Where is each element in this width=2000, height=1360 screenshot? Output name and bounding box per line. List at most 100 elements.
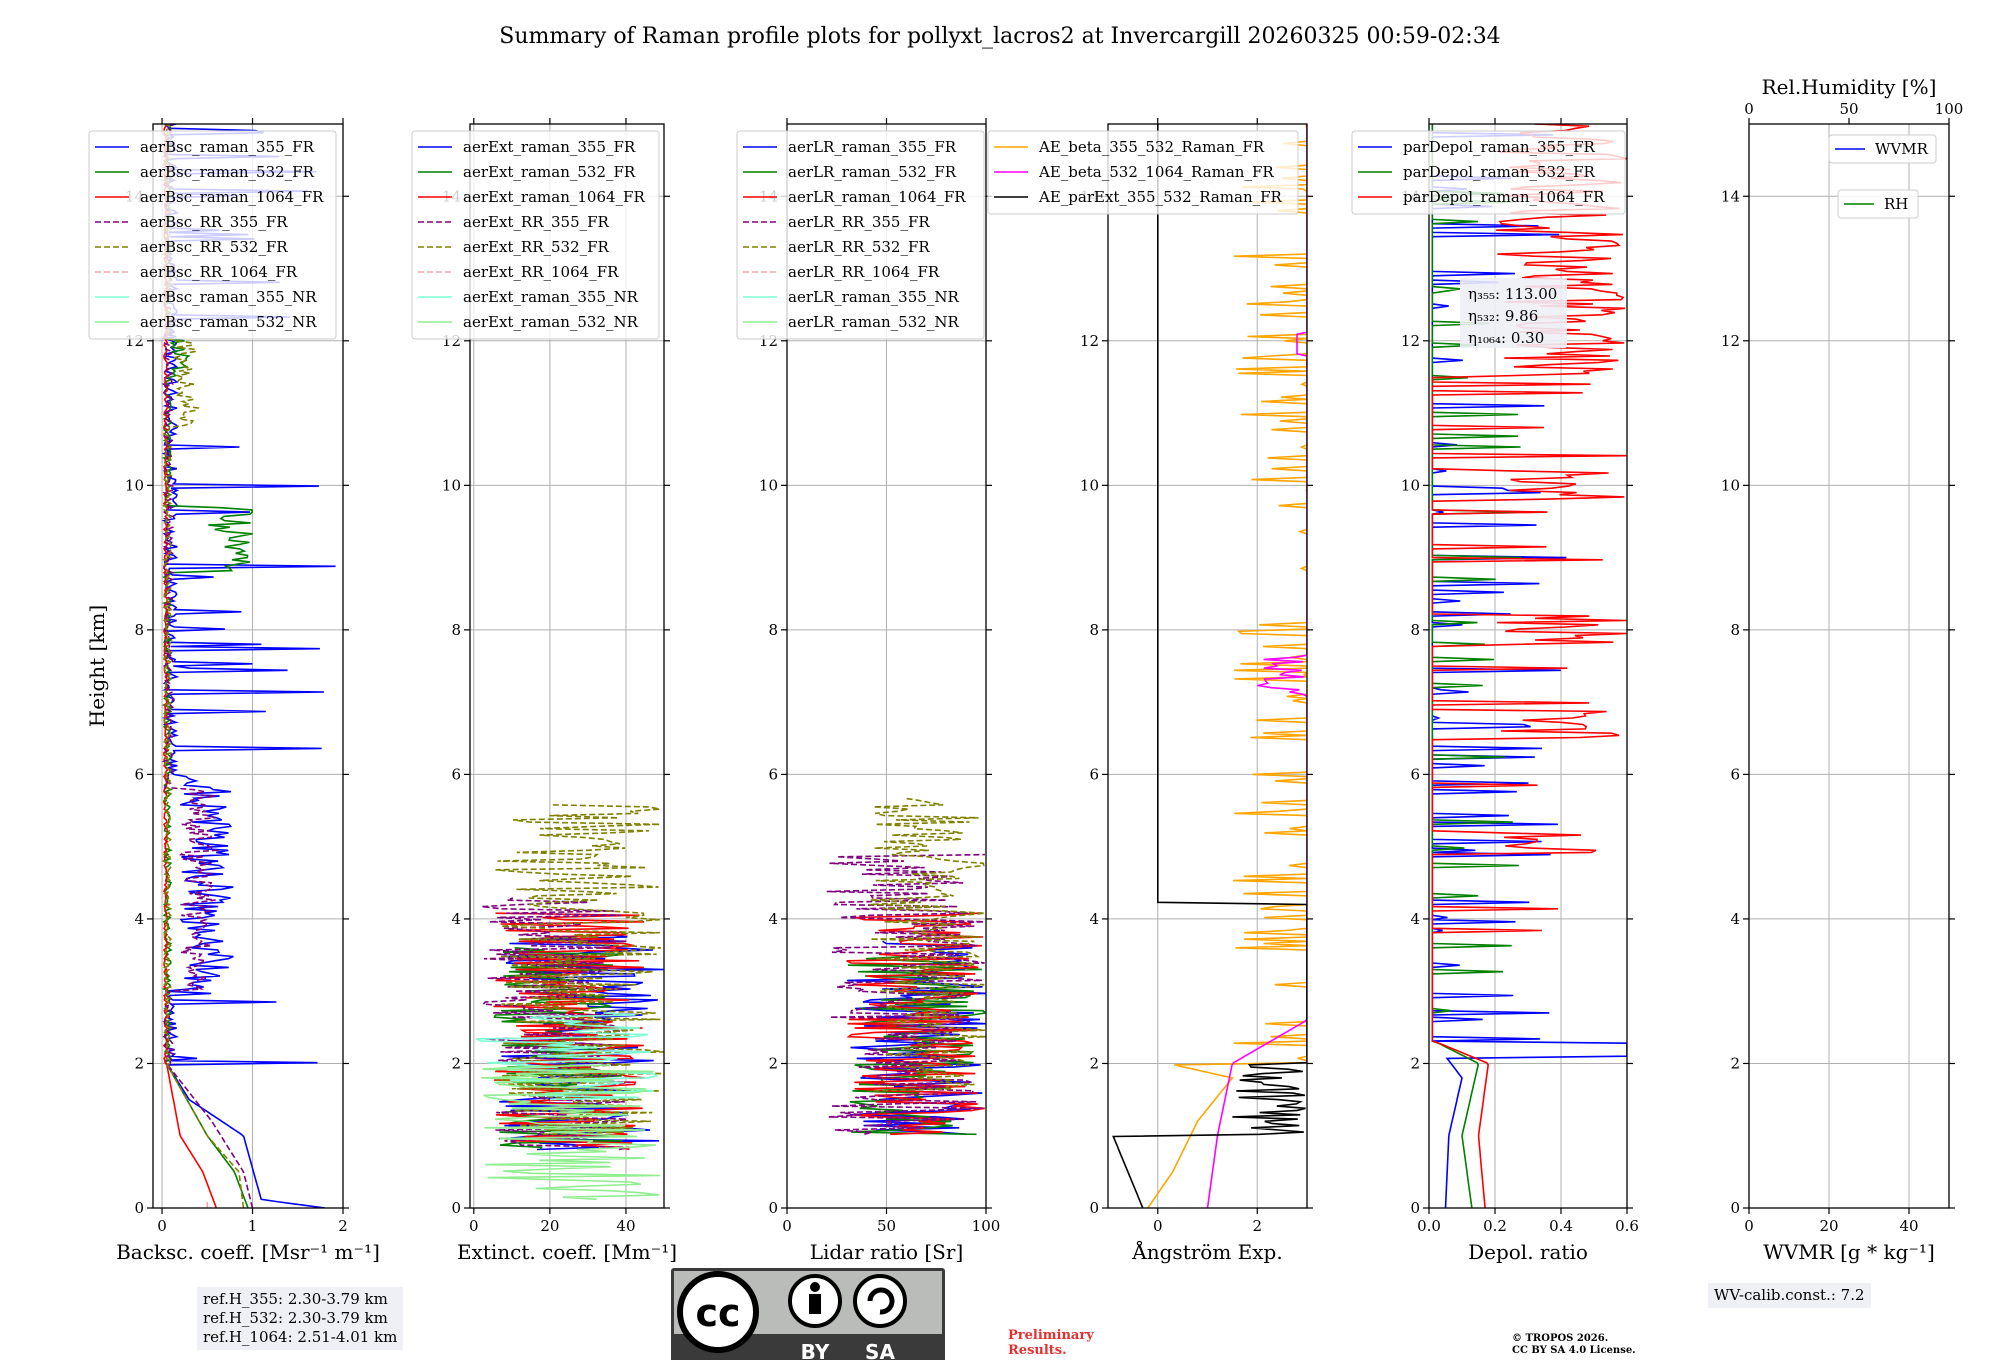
legend-box bbox=[1837, 189, 1919, 219]
preliminary-line-1: Preliminary bbox=[1008, 1328, 1094, 1343]
badge-by-label: BY bbox=[801, 1340, 830, 1360]
y-tick-label: 12 bbox=[1080, 332, 1099, 350]
legend-label-parDepol_raman_355_FR: parDepol_raman_355_FR bbox=[1403, 138, 1596, 156]
y-tick-label: 8 bbox=[1730, 621, 1740, 639]
y-tick-label: 0 bbox=[1089, 1199, 1099, 1217]
x-tick-label: 100 bbox=[972, 1217, 1001, 1235]
by-icon-head bbox=[810, 1282, 820, 1292]
ref-height-1064: ref.H_1064: 2.51-4.01 km bbox=[203, 1328, 398, 1346]
legend: aerExt_raman_355_FR aerExt_raman_532_FRae… bbox=[411, 130, 660, 340]
legend-box bbox=[736, 130, 985, 340]
x-tick-label: 2 bbox=[1252, 1217, 1262, 1235]
y-tick-label: 12 bbox=[1401, 332, 1420, 350]
x-tick-label: 40 bbox=[1899, 1217, 1918, 1235]
legend-box bbox=[88, 130, 337, 340]
legend-box bbox=[1828, 134, 1937, 164]
top-x-tick-label: 0 bbox=[1744, 100, 1754, 118]
panel-angstrom: 0202468101214Ångström Exp.AE_beta_355_53… bbox=[987, 118, 1313, 1264]
legend-label-AE_parExt_355_532_Raman_FR: AE_parExt_355_532_Raman_FR bbox=[1038, 188, 1283, 206]
legend-label-aerLR_raman_532_NR: aerLR_raman_532_NR bbox=[788, 313, 959, 331]
legend-label: RH bbox=[1884, 195, 1908, 213]
x-axis-label: Extinct. coeff. [Mm⁻¹] bbox=[457, 1240, 677, 1264]
x-tick-label: 0.0 bbox=[1417, 1217, 1441, 1235]
y-tick-label: 10 bbox=[1080, 476, 1099, 494]
top-x-tick-label: 50 bbox=[1839, 100, 1858, 118]
y-tick-label: 4 bbox=[134, 910, 144, 928]
legend-label-aerLR_raman_1064_FR: aerLR_raman_1064_FR bbox=[788, 188, 966, 206]
series-group bbox=[1431, 124, 1627, 1208]
y-tick-label: 2 bbox=[451, 1054, 461, 1072]
legend: AE_beta_355_532_Raman_FR AE_beta_532_1064… bbox=[987, 130, 1299, 215]
copyright-line-1: © TROPOS 2026. bbox=[1512, 1333, 1609, 1344]
legend-label-parDepol_raman_532_FR: parDepol_raman_532_FR bbox=[1403, 163, 1596, 181]
legend-label-aerExt_raman_532_FR: aerExt_raman_532_FR bbox=[463, 163, 636, 181]
series-AE_parExt_355_532_Raman_FR bbox=[1112, 124, 1307, 1208]
x-tick-label: 1 bbox=[248, 1217, 258, 1235]
y-tick-label: 2 bbox=[1410, 1054, 1420, 1072]
y-tick-label: 8 bbox=[451, 621, 461, 639]
axes-frame bbox=[152, 123, 344, 1209]
panel-lidar-ratio: 05010002468101214Lidar ratio [Sr]aerLR_r… bbox=[736, 118, 1001, 1264]
legend-label-AE_beta_355_532_Raman_FR: AE_beta_355_532_Raman_FR bbox=[1038, 138, 1265, 156]
legend-label-aerExt_raman_355_NR: aerExt_raman_355_NR bbox=[463, 288, 639, 306]
x-tick-label: 0.4 bbox=[1549, 1217, 1573, 1235]
legend: aerLR_raman_355_FR aerLR_raman_532_FR aerL… bbox=[736, 130, 985, 340]
top-x-axis-label: Rel.Humidity [%] bbox=[1762, 75, 1937, 99]
legend-label-aerBsc_RR_355_FR: aerBsc_RR_355_FR bbox=[140, 213, 288, 231]
legend-label-aerBsc_raman_355_FR: aerBsc_raman_355_FR bbox=[140, 138, 315, 156]
y-tick-label: 6 bbox=[451, 765, 461, 783]
x-tick-label: 0 bbox=[469, 1217, 479, 1235]
x-tick-label: 50 bbox=[877, 1217, 896, 1235]
eta-value: η₁₀₆₄: 0.30 bbox=[1468, 329, 1544, 347]
sa-icon bbox=[853, 1274, 907, 1328]
x-tick-label: 40 bbox=[616, 1217, 635, 1235]
x-tick-label: 0 bbox=[1744, 1217, 1754, 1235]
series-aerExt_raman_355_NR bbox=[475, 1012, 659, 1101]
axes-frame bbox=[1428, 123, 1628, 1209]
legend-label: WVMR bbox=[1875, 140, 1929, 158]
legend-box bbox=[987, 130, 1299, 215]
x-tick-label: 0 bbox=[782, 1217, 792, 1235]
legend-label-aerLR_raman_355_FR: aerLR_raman_355_FR bbox=[788, 138, 957, 156]
series-aerLR_raman_532_FR bbox=[847, 955, 986, 1136]
eta-annotation: η₃₅₅: 113.00 η₅₃₂: 9.86 η₁₀₆₄: 0.30 bbox=[1460, 278, 1567, 348]
eta-annotation-box bbox=[1460, 278, 1567, 348]
x-axis-label: Ångström Exp. bbox=[1131, 1239, 1282, 1264]
y-tick-label: 6 bbox=[134, 765, 144, 783]
badge-sa-label: SA bbox=[865, 1340, 895, 1360]
y-tick-label: 6 bbox=[1730, 765, 1740, 783]
y-tick-label: 8 bbox=[134, 621, 144, 639]
legend-label-AE_beta_532_1064_Raman_FR: AE_beta_532_1064_Raman_FR bbox=[1038, 163, 1274, 181]
axes-frame bbox=[469, 123, 665, 1209]
series-group bbox=[1112, 124, 1307, 1208]
legend-label-aerBsc_raman_532_FR: aerBsc_raman_532_FR bbox=[140, 163, 315, 181]
preliminary-results-note: Preliminary Results. bbox=[1008, 1328, 1094, 1358]
axes-frame bbox=[1107, 123, 1308, 1209]
eta-value: η₅₃₂: 9.86 bbox=[1468, 307, 1538, 325]
legend-label-aerBsc_raman_355_NR: aerBsc_raman_355_NR bbox=[140, 288, 317, 306]
reference-height-box: ref.H_355: 2.30-3.79 km ref.H_532: 2.30-… bbox=[197, 1287, 404, 1350]
wv-calibration-box: WV-calib.const.: 7.2 bbox=[1708, 1283, 1871, 1308]
cc-license-badge: cc BY SA bbox=[671, 1268, 945, 1360]
legend-label-aerBsc_raman_1064_FR: aerBsc_raman_1064_FR bbox=[140, 188, 324, 206]
y-tick-label: 4 bbox=[1410, 910, 1420, 928]
y-tick-label: 10 bbox=[759, 476, 778, 494]
y-axis-label: Height [km] bbox=[85, 605, 109, 727]
panel-wvmr: 0 20 40 0 2 4 6 8 10 12 14 WVMR [g * kg⁻¹] 0 50 100Rel… bbox=[1721, 75, 1963, 1264]
y-tick-label: 4 bbox=[768, 910, 778, 928]
panel-backscatter: 01202468101214Backsc. coeff. [Msr⁻¹ m⁻¹]… bbox=[88, 118, 380, 1264]
legend-label-aerBsc_raman_532_NR: aerBsc_raman_532_NR bbox=[140, 313, 317, 331]
legend-label-aerLR_RR_355_FR: aerLR_RR_355_FR bbox=[788, 213, 930, 231]
y-tick-label: 4 bbox=[1730, 910, 1740, 928]
y-tick-label: 6 bbox=[768, 765, 778, 783]
x-tick-label: 0 bbox=[1153, 1217, 1163, 1235]
x-axis-label: WVMR [g * kg⁻¹] bbox=[1763, 1240, 1935, 1264]
y-tick-label: 10 bbox=[442, 476, 461, 494]
y-tick-label: 8 bbox=[768, 621, 778, 639]
cc-icon bbox=[677, 1271, 759, 1353]
y-tick-label: 10 bbox=[1721, 476, 1740, 494]
y-tick-label: 2 bbox=[1089, 1054, 1099, 1072]
y-tick-label: 6 bbox=[1089, 765, 1099, 783]
y-tick-label: 6 bbox=[1410, 765, 1420, 783]
